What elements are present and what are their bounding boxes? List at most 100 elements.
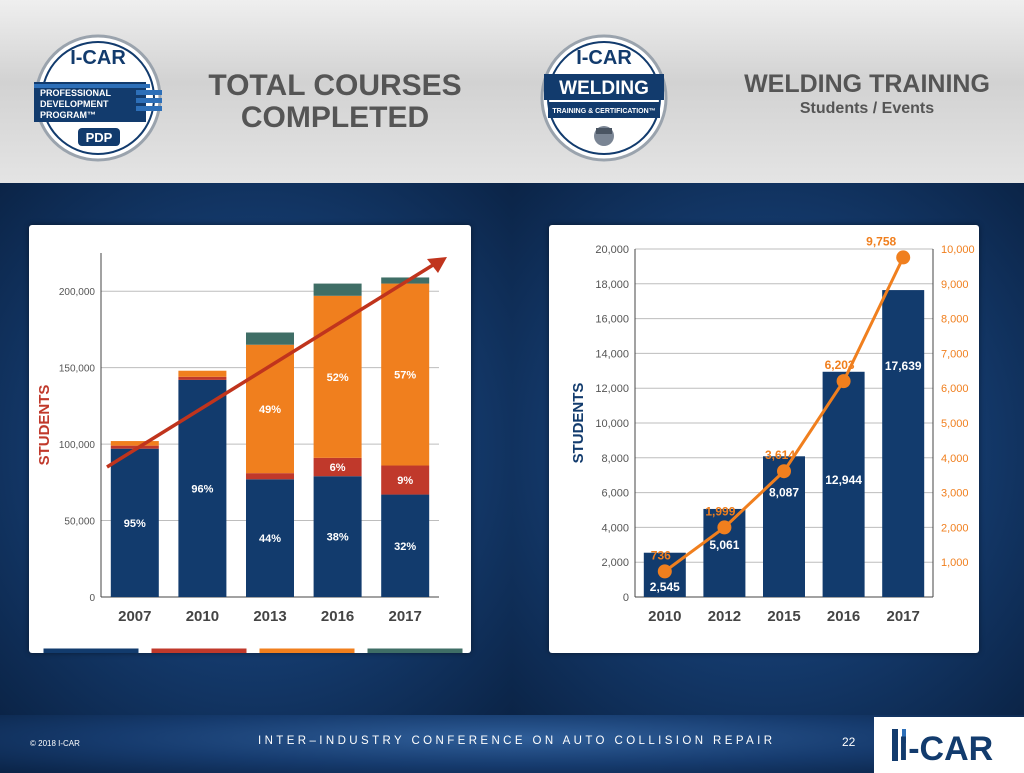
x-tick-label: 2016 (827, 608, 860, 625)
y-tick-label: 16,000 (595, 314, 629, 326)
welding-chart: 0 2,000 4,000 6,000 8,000 10,000 12,000 14,000 1… (570, 234, 1002, 625)
bar-online (178, 370, 227, 377)
students-bar-label: 5,061 (709, 538, 739, 552)
bar-in-shop (110, 445, 159, 449)
events-point (717, 520, 732, 535)
bar-in-shop (313, 457, 362, 477)
events-point (896, 250, 911, 265)
bar-in-shop (178, 376, 227, 380)
bar-live (381, 494, 430, 597)
x-tick-label: 2013 (253, 608, 286, 625)
bar-virtual (246, 332, 294, 345)
bar-virtual (313, 283, 362, 296)
events-point-label: 1,999 (705, 504, 735, 518)
welding-logo-brand: I-CAR (576, 47, 632, 69)
y2-tick-label: 4,000 (941, 453, 969, 465)
right-panel: I-CAR WELDING TRAINING & CERTIFICATION™ … (512, 0, 1024, 715)
bar-data-label: 96% (191, 483, 213, 495)
events-point (777, 464, 791, 479)
legend-label: IN-SHOP (174, 652, 224, 653)
y2-tick-label: 5,000 (941, 418, 969, 430)
bar-live (246, 479, 294, 597)
students-bar-label: 8,087 (769, 485, 799, 499)
bar-data-label: 32% (394, 541, 416, 553)
footer-copyright: © 2018 I-CAR (30, 739, 80, 748)
events-point (836, 374, 851, 389)
y2-tick-label: 3,000 (941, 488, 969, 500)
legend-label: LIVE (78, 652, 105, 653)
y-tick-label: 12,000 (595, 383, 629, 395)
bar-data-label: 57% (394, 370, 416, 382)
bar-live (313, 476, 362, 597)
trend-arrow-line (106, 263, 434, 469)
trend-arrow-head (427, 257, 447, 273)
y-tick-label: 20,000 (595, 244, 629, 256)
events-point-label: 6,203 (825, 358, 855, 372)
welding-logo-tagline: TRAINING & CERTIFICATION™ (552, 108, 655, 115)
bar-data-label: 44% (259, 533, 281, 545)
y2-tick-label: 8,000 (941, 314, 969, 326)
y2-tick-label: 6,000 (941, 383, 969, 395)
left-header: I-CAR PROFESSIONAL DEVELOPMENT PROGRAM™ … (0, 0, 512, 183)
y2-tick-label: 10,000 (941, 244, 975, 256)
y-tick-label: 18,000 (595, 279, 629, 291)
pdp-logo-badge: PDP (86, 130, 113, 145)
courses-chart: 0 50,000 100,000 150,000 200,000 STUDENTS 95% 2… (36, 253, 464, 669)
legend-label: ONLINE (284, 652, 329, 653)
x-tick-label: 2010 (648, 608, 681, 625)
y-tick-label: 150,000 (59, 364, 96, 375)
y2-tick-label: 7,000 (941, 348, 969, 360)
footer: © 2018 I-CAR INTER–INDUSTRY CONFERENCE O… (0, 715, 1024, 773)
y-tick-label: 0 (89, 593, 95, 604)
x-tick-label: 2016 (321, 608, 354, 625)
y-tick-label: 6,000 (601, 488, 629, 500)
students-bar-label: 12,944 (825, 473, 862, 487)
y-tick-label: 100,000 (59, 440, 96, 451)
pdp-logo-line3: PROGRAM™ (40, 110, 96, 120)
bar-data-label: 52% (327, 372, 349, 384)
footer-icar-logo: I-CAR (874, 717, 1024, 773)
x-tick-label: 2015 (767, 608, 800, 625)
y2-tick-label: 9,000 (941, 279, 969, 291)
y2-tick-label: 1,000 (941, 557, 969, 569)
x-tick-label: 2010 (186, 608, 219, 625)
welding-logo: I-CAR WELDING TRAINING & CERTIFICATION™ (540, 34, 668, 162)
pdp-logo-line1: PROFESSIONAL (40, 88, 112, 98)
bar-in-shop (381, 465, 430, 495)
students-bar (763, 456, 805, 597)
bar-online (110, 441, 159, 446)
bar-live (110, 448, 159, 597)
x-tick-label: 2007 (118, 608, 151, 625)
bar-in-shop (246, 473, 294, 480)
x-tick-label: 2017 (389, 608, 422, 625)
footer-conference: INTER–INDUSTRY CONFERENCE ON AUTO COLLIS… (258, 735, 776, 747)
left-panel: I-CAR PROFESSIONAL DEVELOPMENT PROGRAM™ … (0, 0, 512, 715)
y-tick-label: 0 (623, 592, 629, 604)
students-bar-label: 2,545 (650, 580, 680, 594)
y-tick-label: 2,000 (601, 557, 629, 569)
pdp-logo: I-CAR PROFESSIONAL DEVELOPMENT PROGRAM™ … (34, 34, 162, 162)
x-tick-label: 2017 (887, 608, 920, 625)
right-subtitle: Students / Events (799, 100, 935, 117)
y-tick-label: 4,000 (601, 522, 629, 534)
y-tick-label: 50,000 (64, 517, 95, 528)
students-bar (822, 371, 865, 597)
y2-tick-label: 2,000 (941, 522, 969, 534)
footer-logo-text: I-CAR (899, 730, 993, 768)
bar-data-label: 95% (124, 518, 146, 530)
courses-chart-card: 0 50,000 100,000 150,000 200,000 STUDENTS 95% 2… (29, 225, 471, 669)
pdp-logo-line2: DEVELOPMENT (40, 99, 109, 109)
bar-online (381, 283, 430, 466)
events-point (657, 564, 672, 579)
left-title: TOTAL COURSES COMPLETED (185, 70, 485, 134)
events-point-label: 736 (651, 548, 671, 562)
y-tick-label: 8,000 (601, 453, 629, 465)
legend-label: VIRTUAL (389, 652, 441, 653)
students-bar-label: 17,639 (885, 359, 922, 373)
events-point-label: 9,758 (866, 234, 896, 248)
pdp-logo-brand: I-CAR (70, 47, 126, 69)
right-title: WELDING TRAINING (744, 70, 990, 98)
x-tick-label: 2012 (708, 608, 741, 625)
y-tick-label: 14,000 (595, 348, 629, 360)
students-bar (882, 290, 925, 597)
